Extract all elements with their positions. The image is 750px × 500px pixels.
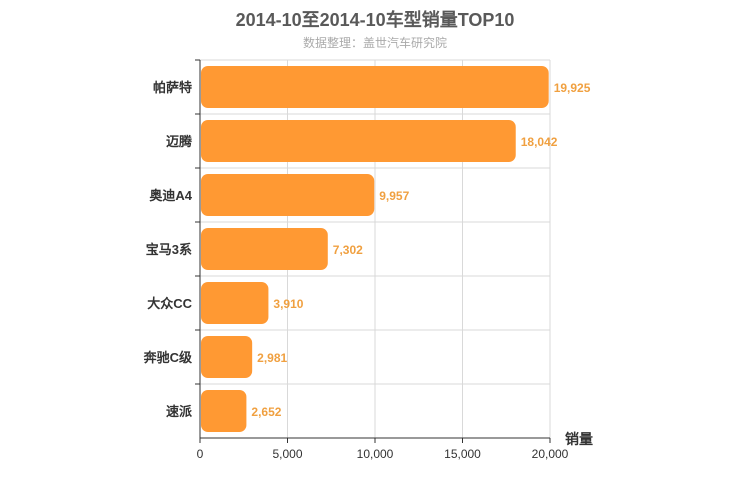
x-tick-label: 15,000 — [444, 447, 481, 461]
value-label: 2,652 — [251, 405, 281, 419]
x-tick-label: 10,000 — [357, 447, 394, 461]
bar — [201, 66, 549, 108]
value-labels: 19,925 18,042 9,957 7,302 3,910 2,981 2,652 — [251, 81, 590, 419]
value-label: 2,981 — [257, 351, 287, 365]
category-label: 奔驰C级 — [143, 350, 193, 365]
bar — [201, 174, 375, 216]
bar — [201, 282, 269, 324]
x-tick-label: 5,000 — [272, 447, 302, 461]
x-tick-labels: 0 5,000 10,000 15,000 20,000 — [195, 59, 569, 461]
category-label: 速派 — [166, 404, 193, 419]
value-label: 18,042 — [521, 135, 558, 149]
x-tick-label: 0 — [197, 447, 204, 461]
category-label: 宝马3系 — [146, 242, 192, 257]
chart-subtitle: 数据整理：盖世汽车研究院 — [302, 36, 447, 50]
bar — [201, 390, 247, 432]
chart-title: 2014-10至2014-10车型销量TOP10 — [235, 10, 515, 30]
category-label: 迈腾 — [166, 134, 193, 149]
bar — [201, 120, 516, 162]
value-label: 9,957 — [379, 189, 409, 203]
category-label: 奥迪A4 — [149, 188, 192, 203]
value-label: 3,910 — [273, 297, 303, 311]
value-label: 19,925 — [554, 81, 591, 95]
value-label: 7,302 — [333, 243, 363, 257]
category-label: 大众CC — [147, 296, 192, 311]
bars — [201, 66, 549, 432]
bar — [201, 336, 253, 378]
bar — [201, 228, 328, 270]
category-label: 帕萨特 — [153, 80, 192, 95]
x-axis-title: 销量 — [565, 431, 593, 447]
x-tick-label: 20,000 — [532, 447, 569, 461]
